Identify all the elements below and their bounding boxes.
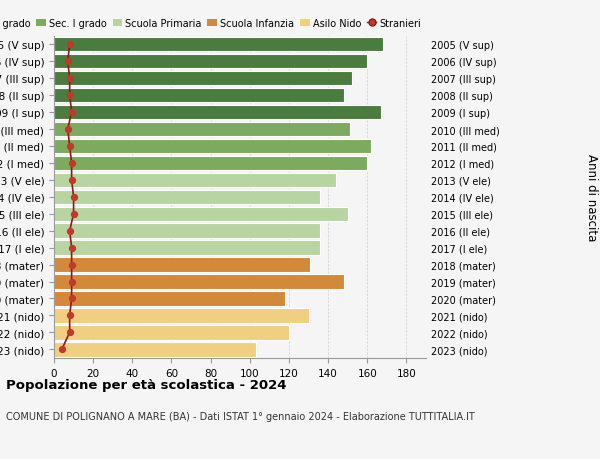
Point — [67, 109, 76, 117]
Point — [63, 58, 73, 66]
Bar — [54, 123, 350, 137]
Point — [67, 261, 76, 269]
Text: COMUNE DI POLIGNANO A MARE (BA) - Dati ISTAT 1° gennaio 2024 - Elaborazione TUTT: COMUNE DI POLIGNANO A MARE (BA) - Dati I… — [6, 411, 475, 421]
Point — [67, 245, 76, 252]
Bar — [54, 157, 367, 171]
Bar — [54, 38, 383, 52]
Point — [69, 211, 79, 218]
Bar — [54, 325, 289, 340]
Bar — [54, 89, 344, 103]
Bar — [54, 190, 320, 205]
Bar — [54, 207, 347, 222]
Bar — [54, 241, 320, 255]
Point — [65, 329, 74, 336]
Bar — [54, 106, 381, 120]
Point — [69, 194, 79, 201]
Point — [65, 41, 74, 49]
Bar — [54, 55, 367, 69]
Point — [65, 75, 74, 83]
Bar — [54, 275, 344, 289]
Bar — [54, 224, 320, 238]
Point — [65, 143, 74, 150]
Text: Popolazione per età scolastica - 2024: Popolazione per età scolastica - 2024 — [6, 379, 287, 392]
Text: Anni di nascita: Anni di nascita — [584, 154, 598, 241]
Point — [63, 126, 73, 134]
Bar — [54, 173, 336, 188]
Point — [65, 228, 74, 235]
Bar — [54, 72, 352, 86]
Point — [57, 346, 67, 353]
Point — [67, 160, 76, 167]
Bar — [54, 308, 308, 323]
Point — [67, 278, 76, 285]
Bar — [54, 140, 371, 154]
Point — [67, 295, 76, 302]
Bar — [54, 291, 285, 306]
Legend: Sec. II grado, Sec. I grado, Scuola Primaria, Scuola Infanzia, Asilo Nido, Stran: Sec. II grado, Sec. I grado, Scuola Prim… — [0, 19, 421, 28]
Point — [65, 92, 74, 100]
Bar — [54, 342, 256, 357]
Point — [65, 312, 74, 319]
Point — [67, 177, 76, 184]
Bar — [54, 258, 310, 272]
